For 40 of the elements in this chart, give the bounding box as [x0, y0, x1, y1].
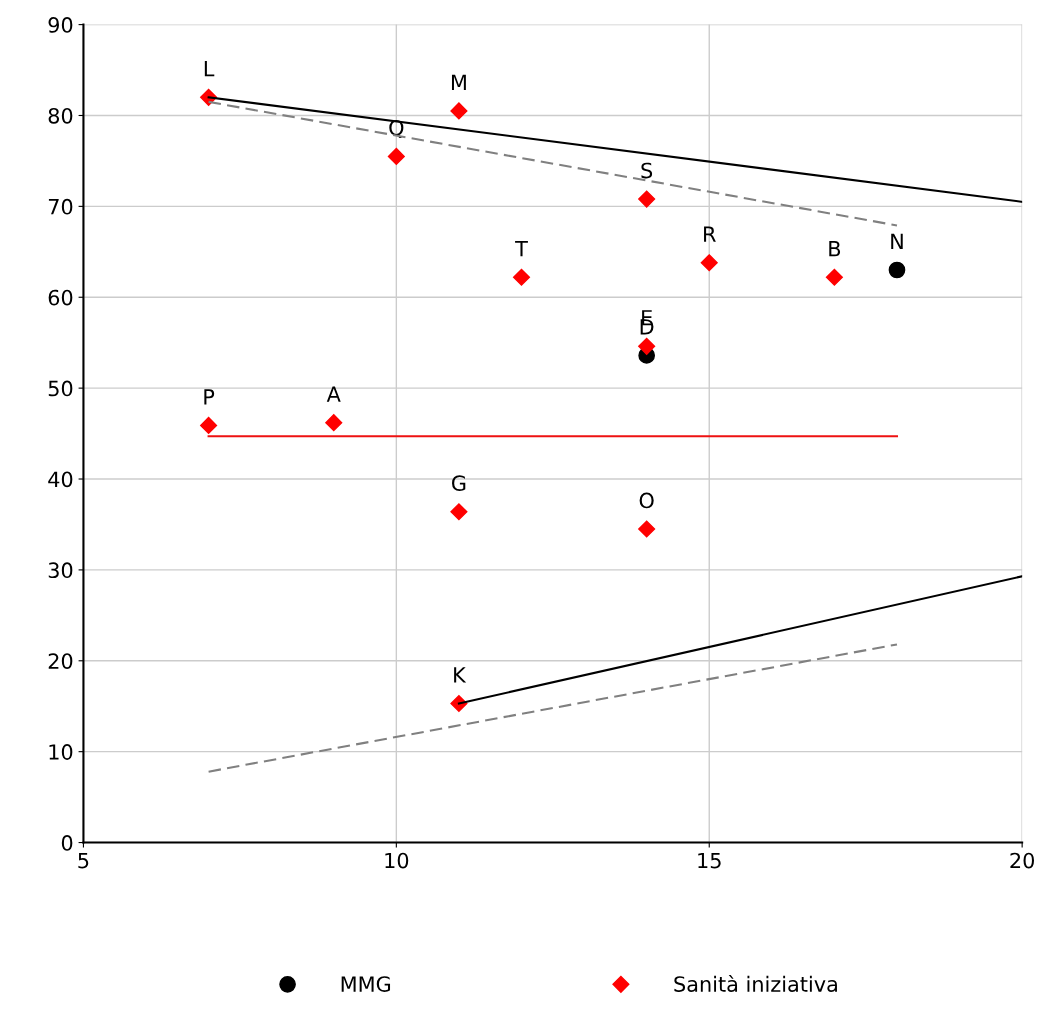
legend-label: Sanità iniziativa: [674, 974, 837, 992]
annotation: S: [641, 162, 653, 179]
annotation: N: [891, 233, 903, 249]
point: [387, 147, 405, 165]
point: [512, 268, 531, 286]
point: [200, 416, 218, 434]
point: [888, 261, 906, 279]
y-tick-label: 80: [48, 107, 73, 124]
y-tick-label: 10: [49, 744, 73, 760]
legend-label: MMG: [341, 976, 391, 992]
point: [638, 337, 656, 355]
y-tick-label: 70: [48, 198, 73, 215]
annotation: M: [451, 74, 466, 90]
annotation: L: [204, 61, 215, 77]
x-tick-label: 20: [1010, 852, 1035, 869]
annotation: P: [204, 389, 215, 405]
x-tick-label: 10: [385, 852, 409, 869]
annotation: A: [326, 386, 341, 402]
point: [825, 268, 843, 286]
y-tick-label: 30: [48, 562, 73, 579]
y-tick-label: 0: [61, 835, 73, 851]
x-tick-label: 5: [78, 852, 89, 869]
point: [450, 102, 468, 120]
x-tick-label: 15: [698, 852, 721, 869]
annotation: G: [452, 475, 466, 492]
y-tick-label: 50: [48, 380, 73, 397]
y-tick-label: 40: [48, 471, 73, 488]
annotation: O: [639, 492, 654, 509]
annotation: R: [704, 226, 716, 242]
annotation: K: [454, 667, 467, 683]
point: [638, 520, 656, 538]
y-tick-label: 20: [48, 653, 73, 669]
point: [450, 503, 468, 521]
point: [700, 254, 718, 272]
annotation: T: [515, 241, 528, 257]
y-tick-label: 60: [48, 289, 73, 306]
annotation: B: [829, 241, 841, 257]
point: [638, 190, 656, 208]
y-tick-label: 90: [48, 17, 73, 33]
point: [325, 414, 343, 432]
